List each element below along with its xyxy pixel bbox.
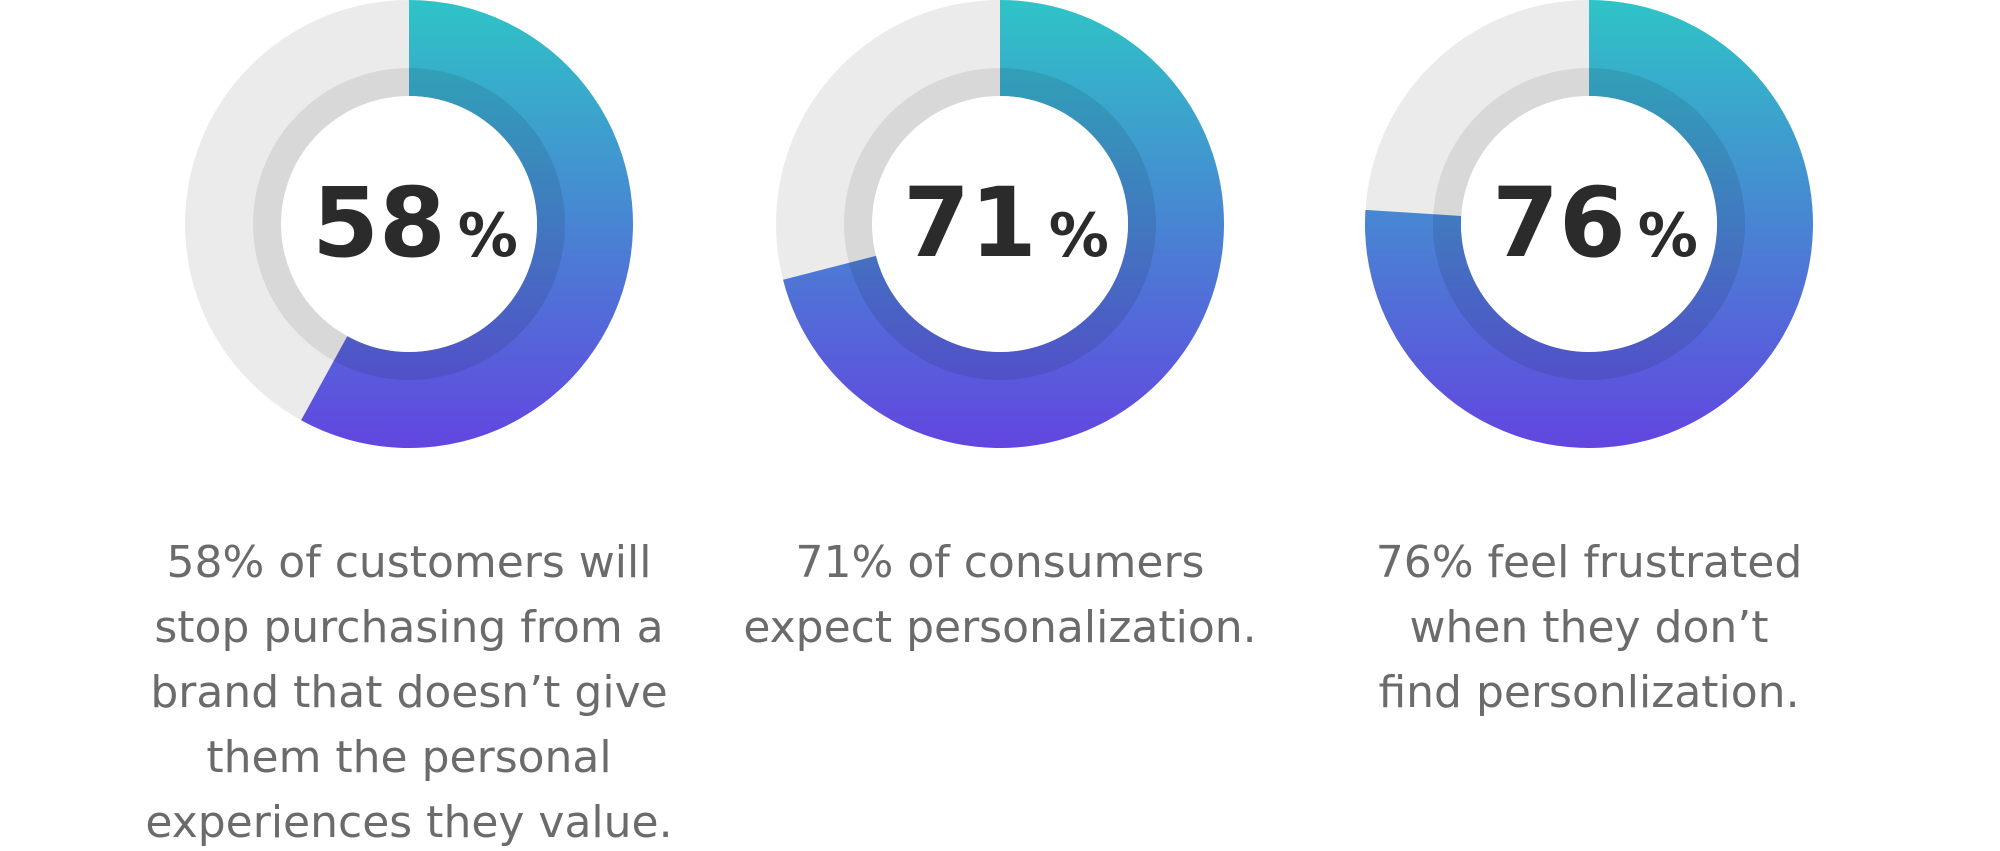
caption-line: expect personalization. xyxy=(743,602,1256,653)
donut-segment xyxy=(301,0,633,448)
donut-chart: 58 % 58% of customers will stop purchasing … xyxy=(145,0,673,848)
donut-hole xyxy=(1461,96,1717,352)
center-label: 58% xyxy=(312,167,518,279)
caption-line: brand that doesn’t give xyxy=(150,667,667,718)
donut-hole xyxy=(872,96,1128,352)
donut-chart: 71 % 71% of consumers expect personalizatio… xyxy=(743,0,1257,653)
center-unit: % xyxy=(458,201,518,271)
donut-segment xyxy=(1365,0,1813,448)
caption-line: 71% of consumers xyxy=(796,537,1205,588)
caption-line: 58% of customers will xyxy=(167,537,652,588)
caption-line: 76% feel frustrated xyxy=(1376,537,1803,588)
donut-hole xyxy=(281,96,537,352)
center-unit: % xyxy=(1049,201,1109,271)
center-unit: % xyxy=(1638,201,1698,271)
caption-line: find personlization. xyxy=(1378,667,1799,718)
caption-line: stop purchasing from a xyxy=(154,602,663,653)
caption-line: experiences they value. xyxy=(145,797,672,848)
center-label: 71% xyxy=(903,167,1109,279)
center-value: 71 xyxy=(903,167,1037,279)
center-label: 76% xyxy=(1492,167,1698,279)
center-value: 76 xyxy=(1492,167,1626,279)
caption-line: when they don’t xyxy=(1409,602,1768,653)
donut-segment-shade xyxy=(333,68,566,380)
center-value: 58 xyxy=(312,167,446,279)
donut-segment xyxy=(783,0,1225,449)
caption-line: them the personal xyxy=(206,732,611,783)
donut-chart: 76 % 76% feel frustrated when they don’t fin… xyxy=(1365,0,1813,718)
